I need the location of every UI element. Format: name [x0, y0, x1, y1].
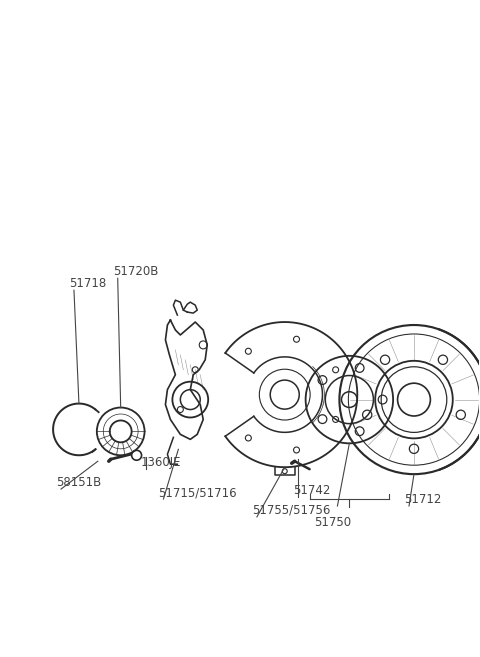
Text: 1360JE: 1360JE: [141, 456, 181, 469]
Text: 51718: 51718: [69, 277, 106, 290]
Text: 51720B: 51720B: [113, 265, 158, 279]
Text: 51755/51756: 51755/51756: [252, 504, 330, 517]
Text: 58151B: 58151B: [56, 476, 101, 489]
Text: 51750: 51750: [314, 516, 351, 529]
Text: 51742: 51742: [293, 484, 330, 497]
Text: 51712: 51712: [404, 493, 442, 506]
Text: 51715/51716: 51715/51716: [158, 486, 237, 499]
